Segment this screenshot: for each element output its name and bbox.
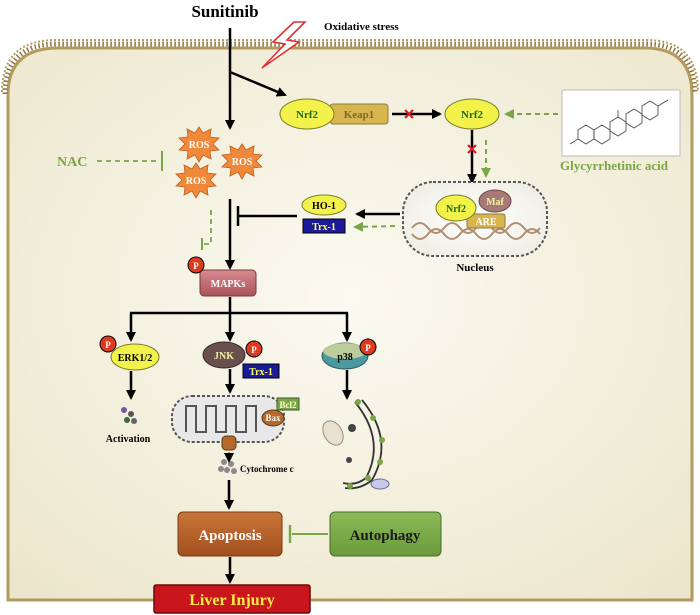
- nrf2-free-label: Nrf2: [461, 109, 483, 121]
- ros-star-2: ROS: [221, 143, 263, 180]
- p38-label: p38: [337, 352, 353, 363]
- nac-label: NAC: [57, 155, 87, 170]
- nucleus-nrf2-label: Nrf2: [446, 204, 466, 215]
- are-label: ARE: [475, 217, 496, 228]
- erk-node: ERK1/2 P: [99, 335, 160, 371]
- ros-star-1: ROS: [178, 126, 220, 163]
- p38-node: p38 P: [321, 338, 377, 370]
- jnk-label: JNK: [214, 351, 234, 362]
- block-x-icon: [404, 109, 414, 119]
- arrow-to-nrf2-keap1: [229, 70, 287, 97]
- ga-inhibit-ros-mapk: [202, 210, 212, 245]
- glycyrrhetinic-acid-label: Glycyrrhetinic acid: [560, 158, 669, 173]
- autophagosome-icon: [322, 399, 390, 490]
- activation-icon: [121, 407, 137, 424]
- cytochrome-label: Cytochrome c: [240, 464, 294, 474]
- ho1-node: HO-1: [301, 194, 347, 216]
- ho1-label: HO-1: [312, 201, 336, 212]
- ros-label-1: ROS: [189, 140, 210, 151]
- cell-membrane-outer: [1, 39, 699, 93]
- ros-label-3: ROS: [186, 176, 207, 187]
- glycyrrhetinic-structure: [561, 89, 681, 157]
- jnk-phospho: P: [251, 345, 257, 355]
- ros-star-3: ROS: [175, 162, 217, 199]
- autophagy-box: Autophagy: [329, 511, 442, 557]
- apoptosis-label: Apoptosis: [198, 528, 262, 544]
- maf-label: Maf: [486, 197, 504, 208]
- keap1-label: Keap1: [344, 109, 375, 121]
- ros-cluster: ROS ROS ROS: [175, 126, 263, 199]
- erk-label: ERK1/2: [118, 353, 152, 364]
- bcl2-label: Bcl2: [280, 400, 297, 410]
- liver-injury-box: Liver Injury: [153, 584, 311, 614]
- nrf2-complex-label: Nrf2: [296, 109, 318, 121]
- mitochondrion: Bcl2 Bax: [171, 395, 300, 451]
- mapks-node: MAPKs P: [187, 256, 257, 297]
- jnk-node: JNK P Trx-1: [202, 340, 280, 379]
- nucleus-label: Nucleus: [456, 262, 494, 274]
- ga-to-trx1: [353, 221, 396, 232]
- liver-injury-label: Liver Injury: [189, 592, 274, 609]
- mapks-phospho: P: [193, 261, 199, 271]
- ros-label-2: ROS: [232, 157, 253, 168]
- nrf2-free: Nrf2: [444, 98, 500, 130]
- oxidative-stress-label: Oxidative stress: [324, 21, 399, 33]
- autophagy-label: Autophagy: [350, 528, 421, 544]
- lightning-icon: [261, 21, 307, 69]
- p38-phospho: P: [365, 343, 371, 353]
- activation-label: Activation: [106, 434, 151, 445]
- trx1-node-nucleus: Trx-1: [302, 218, 346, 234]
- sunitinib-label: Sunitinib: [191, 2, 258, 21]
- nrf2-keap1-complex: Keap1 Nrf2: [279, 98, 389, 130]
- bax-label: Bax: [265, 413, 281, 423]
- trx1-jnk-label: Trx-1: [249, 367, 273, 378]
- trx1-nucleus-label: Trx-1: [312, 222, 336, 233]
- apoptosis-box: Apoptosis: [177, 511, 283, 557]
- block-x-icon-2: [467, 144, 477, 154]
- erk-phospho: P: [105, 340, 111, 350]
- mapks-label: MAPKs: [211, 279, 246, 290]
- nucleus: ARE Nrf2 Maf: [402, 181, 548, 257]
